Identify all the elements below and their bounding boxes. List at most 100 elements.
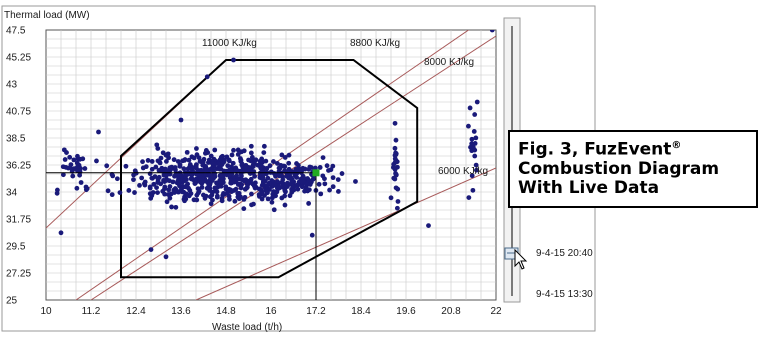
data-point: [195, 186, 201, 192]
data-point: [149, 175, 155, 181]
data-point: [235, 152, 241, 157]
data-point: [193, 165, 199, 171]
y-tick-label: 25: [6, 296, 18, 307]
data-point: [203, 148, 209, 153]
y-tick-label: 27.25: [6, 269, 31, 280]
data-point: [471, 129, 477, 134]
iso-line-label: 6000 KJ/kg: [438, 166, 488, 177]
data-point: [156, 174, 162, 180]
data-point: [182, 157, 188, 163]
data-point: [192, 181, 198, 186]
data-point: [131, 177, 136, 183]
data-point: [218, 178, 223, 184]
data-point: [392, 152, 398, 158]
data-point: [226, 186, 232, 192]
data-point: [155, 180, 161, 185]
data-point: [242, 178, 248, 184]
data-point: [214, 180, 219, 186]
data-point: [489, 30, 495, 33]
tick-labels-layer: 10 11.2 12.4 13.6 14.8 16 17.2 18.4 19.6 20.8 22 25…: [6, 26, 502, 318]
data-point: [470, 187, 476, 193]
time-label-lower: 9-4-15 13:30: [536, 289, 593, 300]
data-point: [74, 160, 80, 166]
data-point: [232, 198, 238, 204]
data-point: [268, 169, 274, 175]
data-point: [294, 161, 299, 166]
data-point: [208, 153, 214, 159]
data-point: [263, 158, 269, 164]
y-tick-label: 40.75: [6, 107, 31, 118]
data-point: [167, 184, 173, 189]
data-point: [74, 164, 80, 170]
data-point: [474, 167, 479, 173]
data-point: [306, 201, 312, 206]
data-point: [131, 172, 137, 178]
data-point: [167, 165, 173, 171]
data-point: [309, 232, 315, 238]
data-point: [250, 162, 256, 167]
data-point: [82, 166, 88, 171]
data-point: [155, 146, 161, 151]
data-point: [265, 190, 270, 196]
x-tick-label: 22: [490, 306, 502, 317]
data-point: [231, 57, 236, 63]
data-point: [199, 167, 204, 173]
iso-line: [90, 35, 496, 300]
data-point: [208, 201, 214, 207]
data-point: [264, 166, 270, 171]
data-point: [167, 195, 173, 201]
data-point: [320, 155, 326, 160]
data-point: [165, 171, 171, 176]
x-axis-title: Waste load (t/h): [212, 322, 282, 333]
figure-caption: Fig. 3, FuzEvent® Combustion Diagram Wit…: [508, 130, 758, 208]
data-point: [261, 150, 267, 156]
data-point: [246, 157, 251, 163]
data-point: [272, 182, 278, 188]
data-point: [227, 196, 232, 202]
data-point: [279, 180, 284, 185]
time-label-upper: 9-4-15 20:40: [536, 248, 593, 259]
data-point: [251, 201, 256, 207]
iso-line-label: 8000 KJ/kg: [424, 57, 474, 68]
data-point: [265, 175, 271, 181]
data-point: [282, 155, 288, 160]
data-point: [105, 188, 111, 194]
data-point: [274, 161, 280, 166]
data-point: [256, 193, 262, 199]
data-point: [279, 152, 285, 158]
data-point: [200, 192, 206, 198]
data-point: [305, 188, 310, 194]
data-point: [261, 143, 267, 149]
data-point: [295, 182, 301, 188]
data-point: [271, 159, 276, 164]
y-tick-label: 38.5: [6, 134, 26, 145]
data-point: [58, 230, 64, 236]
data-point: [148, 247, 154, 253]
data-point: [266, 181, 272, 186]
data-point: [472, 140, 478, 146]
data-point: [469, 141, 475, 147]
data-point: [282, 202, 288, 208]
y-tick-label: 31.75: [6, 215, 31, 226]
data-point: [114, 176, 120, 182]
data-point: [282, 186, 288, 192]
data-point: [249, 191, 254, 197]
data-point: [183, 196, 189, 202]
data-point: [191, 197, 197, 203]
data-point: [223, 184, 229, 190]
data-point: [271, 189, 276, 194]
data-point: [308, 165, 314, 170]
data-point: [289, 189, 295, 195]
data-point: [153, 164, 159, 170]
envelope-layer: [120, 59, 419, 279]
data-point: [215, 161, 221, 167]
x-tick-label: 10: [40, 306, 52, 317]
data-point: [295, 186, 301, 192]
data-point: [273, 173, 278, 179]
current-operating-point: [312, 169, 320, 177]
data-point: [274, 179, 280, 184]
data-point: [84, 186, 90, 192]
data-point: [149, 159, 155, 164]
